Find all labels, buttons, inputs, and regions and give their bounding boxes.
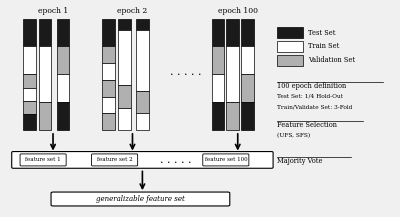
Bar [57, 74, 69, 102]
Text: (UFS, SFS): (UFS, SFS) [278, 133, 311, 138]
Bar [241, 74, 254, 102]
Bar [278, 54, 303, 66]
Bar [212, 74, 224, 102]
Bar [23, 101, 36, 114]
Bar [136, 18, 149, 30]
Text: . . . . .: . . . . . [160, 155, 192, 165]
Bar [102, 18, 115, 46]
Text: Validation Set: Validation Set [308, 56, 355, 64]
Bar [39, 102, 52, 130]
Text: epoch 100: epoch 100 [218, 7, 258, 15]
Bar [241, 18, 254, 46]
Bar [23, 18, 36, 46]
Bar [278, 27, 303, 38]
Text: feature set 2: feature set 2 [97, 157, 132, 162]
Bar [118, 18, 131, 30]
Bar [226, 46, 239, 102]
Bar [136, 113, 149, 130]
FancyBboxPatch shape [51, 192, 230, 206]
Text: Majority Vote: Majority Vote [278, 157, 323, 165]
Bar [57, 102, 69, 130]
Bar [136, 91, 149, 113]
Bar [102, 46, 115, 63]
Bar [118, 30, 131, 85]
Bar [23, 88, 36, 101]
Bar [226, 102, 239, 130]
Text: feature set 1: feature set 1 [25, 157, 61, 162]
Bar [278, 41, 303, 52]
Bar [118, 108, 131, 130]
FancyBboxPatch shape [92, 154, 138, 166]
FancyBboxPatch shape [20, 154, 66, 166]
Text: epoch 2: epoch 2 [117, 7, 148, 15]
Text: Train Set: Train Set [308, 42, 340, 50]
Text: feature set 100: feature set 100 [204, 157, 247, 162]
Text: epoch 1: epoch 1 [38, 7, 68, 15]
Text: Train/Validate Set: 3-Fold: Train/Validate Set: 3-Fold [278, 104, 353, 109]
Bar [241, 102, 254, 130]
FancyBboxPatch shape [203, 154, 249, 166]
Bar [118, 85, 131, 108]
Text: Test Set: Test Set [308, 29, 336, 37]
Bar [226, 18, 239, 46]
Bar [102, 80, 115, 97]
Bar [102, 113, 115, 130]
Text: Feature Selection: Feature Selection [278, 121, 338, 129]
Bar [212, 102, 224, 130]
Bar [102, 97, 115, 113]
Bar [23, 114, 36, 130]
Bar [102, 63, 115, 80]
Text: 100 epoch definition: 100 epoch definition [278, 82, 347, 90]
Bar [57, 46, 69, 74]
FancyBboxPatch shape [12, 151, 273, 168]
Bar [212, 18, 224, 46]
Bar [23, 46, 36, 74]
Bar [39, 18, 52, 46]
Bar [212, 46, 224, 74]
Text: generalizable feature set: generalizable feature set [96, 195, 185, 203]
Bar [23, 74, 36, 88]
Text: . . . . .: . . . . . [170, 67, 202, 77]
Text: Test Set: 1/4 Hold-Out: Test Set: 1/4 Hold-Out [278, 94, 344, 99]
Bar [241, 46, 254, 74]
Bar [57, 18, 69, 46]
Bar [39, 46, 52, 102]
Bar [136, 30, 149, 91]
